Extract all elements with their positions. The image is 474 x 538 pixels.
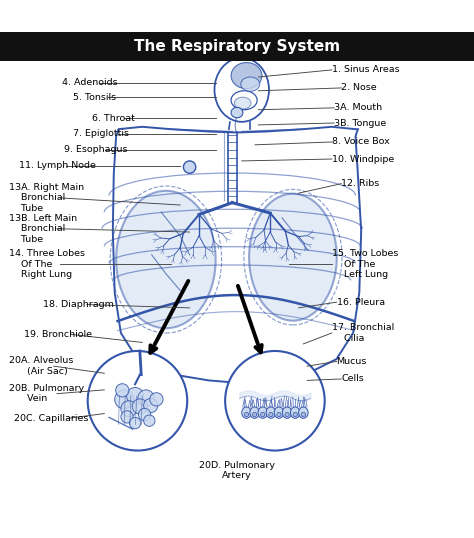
- Text: 20D. Pulmonary
Artery: 20D. Pulmonary Artery: [199, 461, 275, 480]
- Ellipse shape: [231, 91, 257, 110]
- Ellipse shape: [293, 413, 297, 416]
- Circle shape: [132, 399, 147, 414]
- Circle shape: [129, 417, 141, 429]
- Circle shape: [127, 387, 144, 405]
- Ellipse shape: [245, 413, 248, 416]
- Text: 6. Throat: 6. Throat: [92, 114, 135, 123]
- Ellipse shape: [291, 407, 300, 419]
- Circle shape: [144, 415, 155, 427]
- Ellipse shape: [231, 62, 262, 89]
- Text: 4. Adenoids: 4. Adenoids: [62, 78, 117, 87]
- Text: Mucus: Mucus: [337, 357, 367, 366]
- Text: 3B. Tongue: 3B. Tongue: [334, 118, 386, 128]
- Circle shape: [121, 401, 137, 417]
- Text: 14. Three Lobes
    Of The
    Right Lung: 14. Three Lobes Of The Right Lung: [9, 249, 85, 279]
- Ellipse shape: [231, 108, 243, 118]
- Circle shape: [150, 393, 163, 406]
- Text: 16. Pleura: 16. Pleura: [337, 298, 385, 307]
- Circle shape: [183, 161, 196, 173]
- Text: 19. Bronchiole: 19. Bronchiole: [24, 330, 91, 339]
- Circle shape: [115, 390, 134, 409]
- Text: 18. Diaphragm: 18. Diaphragm: [43, 300, 114, 309]
- Circle shape: [138, 390, 154, 406]
- Text: 5. Tonsils: 5. Tonsils: [73, 93, 117, 102]
- Ellipse shape: [269, 413, 273, 416]
- Text: 10. Windpipe: 10. Windpipe: [332, 154, 394, 164]
- Text: 17. Bronchial
    Cilia: 17. Bronchial Cilia: [332, 323, 394, 343]
- Ellipse shape: [249, 194, 337, 321]
- Circle shape: [225, 351, 325, 450]
- Text: Cells: Cells: [341, 374, 364, 384]
- Ellipse shape: [261, 413, 265, 416]
- Circle shape: [116, 384, 129, 397]
- Ellipse shape: [241, 77, 260, 91]
- Ellipse shape: [242, 407, 251, 419]
- Ellipse shape: [253, 413, 257, 416]
- Ellipse shape: [214, 58, 269, 122]
- Polygon shape: [113, 127, 361, 383]
- Ellipse shape: [266, 407, 275, 419]
- Text: 20A. Alveolus
      (Air Sac): 20A. Alveolus (Air Sac): [9, 357, 74, 376]
- Text: 2. Nose: 2. Nose: [341, 83, 377, 93]
- Ellipse shape: [299, 407, 308, 419]
- Text: 20B. Pulmonary
      Vein: 20B. Pulmonary Vein: [9, 384, 84, 404]
- Text: 15. Two Lobes
    Of The
    Left Lung: 15. Two Lobes Of The Left Lung: [332, 249, 398, 279]
- Text: 13A. Right Main
    Bronchial
    Tube: 13A. Right Main Bronchial Tube: [9, 183, 84, 213]
- Ellipse shape: [285, 413, 289, 416]
- Ellipse shape: [301, 413, 305, 416]
- Text: 9. Esophagus: 9. Esophagus: [64, 145, 128, 154]
- Ellipse shape: [250, 407, 259, 419]
- Ellipse shape: [116, 191, 216, 328]
- Ellipse shape: [283, 407, 292, 419]
- Ellipse shape: [277, 413, 281, 416]
- Circle shape: [138, 408, 151, 421]
- Ellipse shape: [274, 407, 284, 419]
- Circle shape: [121, 410, 133, 423]
- Text: 3A. Mouth: 3A. Mouth: [334, 103, 383, 112]
- Circle shape: [144, 399, 158, 413]
- Circle shape: [88, 351, 187, 450]
- Text: 12. Ribs: 12. Ribs: [341, 179, 380, 188]
- Text: 20C. Capillaries: 20C. Capillaries: [14, 414, 89, 423]
- Text: The Respiratory System: The Respiratory System: [134, 39, 340, 54]
- Text: 11. Lymph Node: 11. Lymph Node: [19, 161, 96, 170]
- Text: 7. Epiglottis: 7. Epiglottis: [73, 130, 129, 138]
- Ellipse shape: [258, 407, 267, 419]
- Text: 1. Sinus Areas: 1. Sinus Areas: [332, 66, 400, 74]
- FancyBboxPatch shape: [0, 32, 474, 61]
- Text: 8. Voice Box: 8. Voice Box: [332, 138, 390, 146]
- Text: 13B. Left Main
    Bronchial
    Tube: 13B. Left Main Bronchial Tube: [9, 214, 78, 244]
- Ellipse shape: [234, 97, 251, 109]
